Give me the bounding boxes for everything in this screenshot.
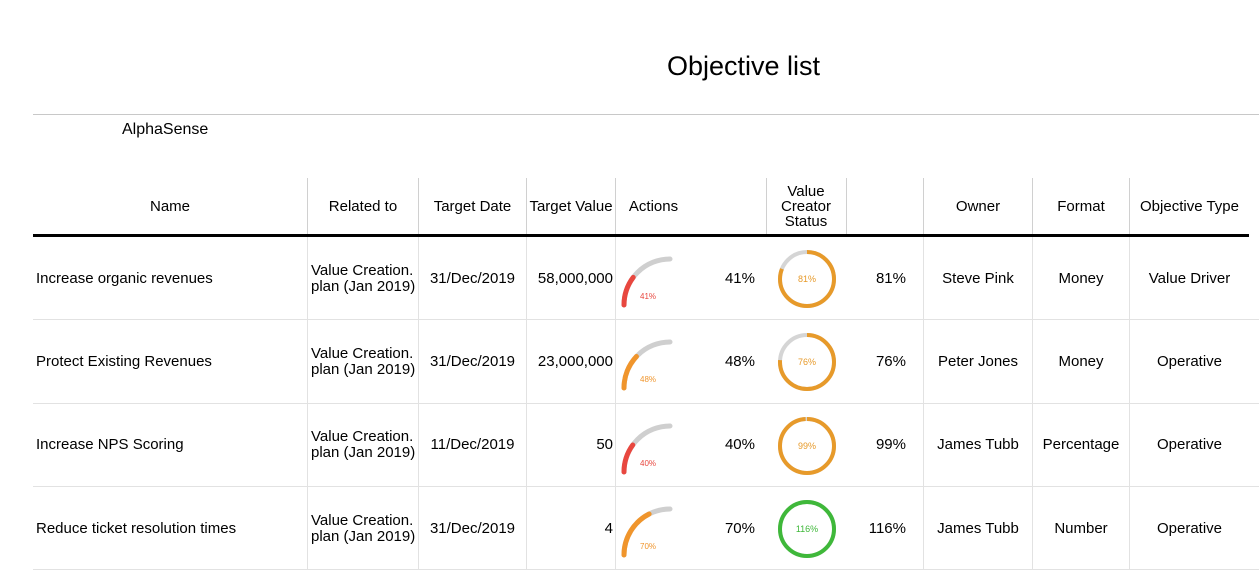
header-value-creator-status: Value Creator Status (780, 182, 832, 230)
related-to: Value Creation. plan (Jan 2019) (311, 344, 416, 378)
status-ring-fill (778, 499, 836, 558)
related-to: Value Creation. plan (Jan 2019) (311, 261, 416, 295)
status-ring-fill (778, 333, 836, 392)
related-to: Value Creation. plan (Jan 2019) (311, 511, 416, 545)
actions-percent: 41% (724, 269, 755, 287)
status-percent: 116% (868, 519, 906, 537)
header-separator (1032, 178, 1033, 234)
owner: James Tubb (937, 436, 1019, 454)
title-divider (33, 114, 1259, 115)
status-ring: 116% (778, 499, 836, 558)
row-separator (33, 319, 1259, 321)
column-separator (526, 237, 527, 570)
header-separator (526, 178, 527, 234)
objective-type: Operative (1156, 352, 1223, 370)
actions-gauge-fill (621, 274, 636, 308)
column-separator (1032, 237, 1033, 570)
status-ring-label: 81% (798, 274, 816, 284)
company-name: AlphaSense (122, 121, 209, 138)
target-date: 31/Dec/2019 (429, 269, 516, 287)
header-actions: Actions (628, 197, 679, 215)
actions-gauge-fill (621, 511, 652, 558)
target-date: 31/Dec/2019 (429, 519, 516, 537)
header-separator (766, 178, 767, 234)
column-separator (923, 237, 924, 570)
header-owner: Owner (955, 197, 1001, 215)
status-ring: 76% (778, 333, 836, 392)
header-related-to: Related to (328, 197, 398, 215)
status-percent: 81% (875, 269, 906, 287)
format: Percentage (1042, 436, 1120, 454)
target-value: 4 (604, 519, 613, 537)
actions-gauge-label: 40% (640, 459, 656, 468)
target-date: 11/Dec/2019 (430, 436, 515, 454)
actions-percent: 48% (724, 352, 755, 370)
status-ring-label: 99% (798, 441, 816, 451)
header-target-date: Target Date (433, 197, 512, 215)
column-separator (615, 237, 616, 570)
owner: James Tubb (937, 519, 1019, 537)
owner: Peter Jones (937, 352, 1019, 370)
actions-percent: 40% (724, 436, 755, 454)
objective-name: Increase NPS Scoring (36, 436, 184, 454)
actions-gauge: 48% (621, 339, 673, 391)
header-separator (1129, 178, 1130, 234)
header-separator (418, 178, 419, 234)
objective-name: Protect Existing Revenues (36, 352, 212, 370)
objective-type: Operative (1156, 519, 1223, 537)
header-separator (615, 178, 616, 234)
row-separator (33, 485, 1259, 487)
objective-type: Value Driver (1148, 269, 1231, 287)
objective-name: Increase organic revenues (36, 269, 213, 287)
actions-gauge: 40% (621, 423, 673, 475)
status-ring-fill (778, 250, 836, 308)
status-percent: 99% (875, 436, 906, 454)
target-date: 31/Dec/2019 (429, 352, 516, 370)
status-ring-label: 116% (796, 524, 818, 534)
header-objective-type: Objective Type (1140, 197, 1239, 215)
header-underline (33, 234, 1249, 237)
column-separator (307, 237, 308, 570)
header-separator (307, 178, 308, 234)
actions-gauge: 70% (621, 506, 673, 558)
header-format: Format (1057, 197, 1105, 215)
objective-name: Reduce ticket resolution times (36, 519, 237, 537)
actions-gauge: 41% (621, 256, 673, 308)
header-name: Name (149, 197, 190, 215)
actions-gauge-label: 41% (640, 292, 656, 301)
format: Money (1058, 352, 1104, 370)
actions-gauge-label: 70% (640, 542, 656, 551)
target-value: 23,000,000 (537, 352, 613, 370)
header-separator (923, 178, 924, 234)
page-title: Objective list (667, 51, 821, 81)
status-ring: 99% (778, 416, 836, 475)
status-ring-label: 76% (798, 357, 816, 367)
target-value: 50 (596, 436, 613, 454)
actions-gauge-fill (621, 442, 636, 475)
objective-type: Operative (1156, 436, 1223, 454)
actions-gauge-fill (621, 354, 639, 391)
format: Money (1058, 269, 1104, 287)
header-separator (846, 178, 847, 234)
header-target-value: Target Value (529, 197, 613, 215)
status-ring: 81% (778, 250, 836, 308)
actions-gauge-label: 48% (640, 375, 656, 384)
target-value: 58,000,000 (537, 269, 613, 287)
owner: Steve Pink (942, 269, 1014, 287)
status-percent: 76% (875, 352, 906, 370)
row-separator (33, 402, 1259, 404)
format: Number (1054, 519, 1108, 537)
column-separator (418, 237, 419, 570)
status-ring-fill (778, 416, 836, 475)
column-separator (1129, 237, 1130, 570)
related-to: Value Creation. plan (Jan 2019) (311, 428, 416, 462)
actions-percent: 70% (724, 519, 755, 537)
